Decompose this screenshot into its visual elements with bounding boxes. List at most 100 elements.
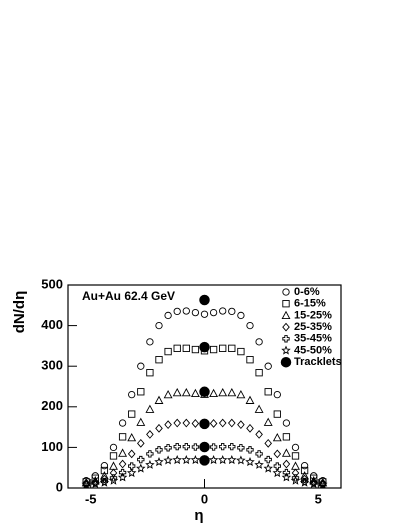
legend-label: 35-45% [294,333,332,345]
marker [291,461,300,470]
marker [173,344,181,352]
marker [136,463,146,473]
marker [199,418,210,430]
legend-label: 0-6% [294,286,320,298]
marker [127,449,136,459]
marker [164,444,172,452]
y-tick-label: 100 [41,439,63,454]
marker [173,442,181,451]
marker [291,452,300,460]
marker [237,347,245,356]
marker [128,390,136,399]
marker [291,468,300,478]
x-axis-label: η [194,507,203,524]
marker [254,459,264,469]
marker [281,472,292,482]
marker [118,459,127,469]
marker [100,474,109,484]
marker [273,462,281,470]
marker [200,310,209,318]
annotation: Au+Au 62.4 GeV [82,289,175,303]
legend-label: 15-25% [294,309,332,321]
marker [109,461,118,470]
marker [128,410,136,418]
marker [109,468,118,478]
marker [155,446,163,454]
marker [209,308,218,317]
marker [264,388,272,396]
marker [181,455,192,465]
legend-marker [281,310,291,320]
marker [155,356,163,364]
marker [163,455,173,465]
marker [264,438,272,448]
marker [291,443,300,452]
y-tick-label: 200 [41,398,63,413]
marker [191,443,200,451]
marker [145,459,155,469]
marker [228,418,236,428]
legend-marker [282,288,290,296]
marker [282,433,291,441]
marker [318,479,328,489]
marker [300,466,309,475]
marker [209,443,218,451]
marker [245,457,255,467]
marker [219,442,227,451]
marker [300,474,309,484]
y-tick-label: 300 [41,358,63,373]
marker [118,433,127,441]
marker [146,369,154,377]
marker [91,474,99,482]
marker [191,345,200,354]
marker [264,455,272,464]
marker [308,478,319,488]
marker [154,395,164,404]
marker [154,457,164,467]
marker [109,443,118,452]
legend-marker [280,356,292,368]
marker [126,468,137,478]
marker [199,386,210,398]
marker [190,455,201,465]
marker [172,455,182,465]
marker [181,387,191,397]
marker [209,419,218,428]
marker [137,362,145,370]
marker [300,462,309,470]
y-tick-label: 500 [41,276,63,291]
marker [246,446,254,454]
marker [118,419,127,427]
marker [173,307,181,316]
marker [264,362,272,370]
x-tick-label: 0 [201,491,208,506]
marker [272,433,282,442]
marker [109,452,118,460]
marker [219,344,227,352]
legend-label: 6-15% [294,298,326,310]
marker [290,475,301,485]
x-tick-label: 5 [315,491,322,506]
marker [137,455,145,464]
marker [199,294,210,306]
marker [146,430,154,439]
marker [172,387,182,397]
marker [263,463,273,473]
marker [145,404,155,413]
marker [118,448,128,457]
marker [155,423,163,433]
marker [236,389,246,399]
marker [182,307,190,315]
marker [100,462,109,470]
legend-label: Tracklets [294,356,342,368]
legend-marker [282,335,290,343]
marker [146,450,154,458]
marker [90,478,101,488]
marker [128,462,136,470]
marker [236,455,246,465]
marker [246,423,254,433]
marker [310,474,318,482]
marker [136,417,146,426]
marker [137,388,145,396]
marker [227,387,237,397]
